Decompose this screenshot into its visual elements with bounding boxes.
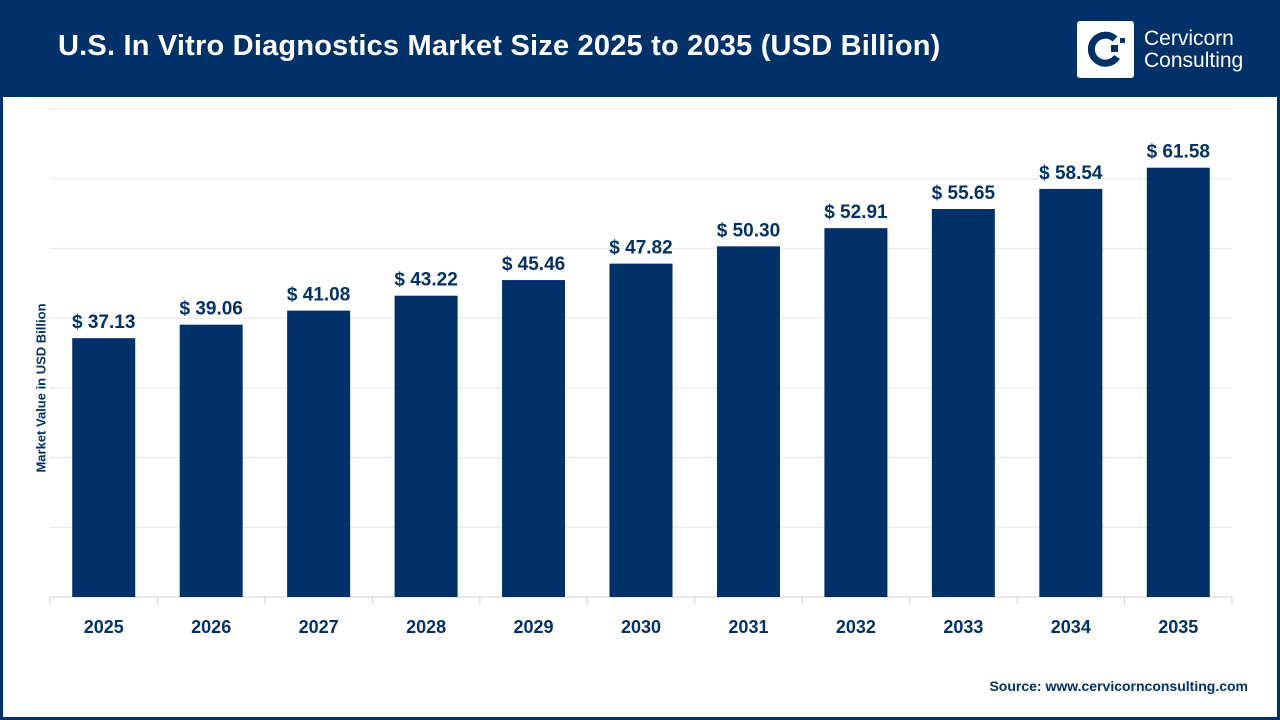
bar-2027	[287, 310, 351, 597]
x-tick-label: 2032	[836, 617, 876, 637]
bar-2026	[179, 324, 243, 597]
data-label: $ 37.13	[72, 312, 135, 333]
data-label: $ 45.46	[502, 254, 565, 275]
data-label: $ 41.08	[287, 285, 350, 306]
data-label: $ 39.06	[179, 299, 242, 320]
data-label: $ 43.22	[394, 270, 457, 291]
x-tick-label: 2034	[1051, 617, 1091, 637]
bar-2029	[502, 280, 566, 597]
x-tick-label: 2028	[406, 617, 446, 637]
data-label: $ 58.54	[1039, 163, 1103, 184]
x-tick-label: 2031	[728, 617, 768, 637]
bar-2031	[716, 246, 780, 597]
bar-2028	[394, 295, 458, 597]
bar-2034	[1039, 188, 1103, 597]
x-tick-label: 2026	[191, 617, 231, 637]
data-label: $ 50.30	[717, 220, 780, 241]
data-label: $ 52.91	[824, 202, 888, 223]
x-tick-label: 2027	[299, 617, 339, 637]
x-tick-label: 2029	[514, 617, 554, 637]
bar-2035	[1146, 167, 1210, 597]
bar-2030	[609, 263, 673, 597]
x-tick-label: 2030	[621, 617, 661, 637]
source-note: Source: www.cervicornconsulting.com	[989, 678, 1248, 694]
data-label: $ 61.58	[1147, 142, 1210, 163]
data-label: $ 47.82	[609, 238, 672, 259]
y-axis-label: Market Value in USD Billion	[33, 303, 49, 473]
data-label: $ 55.65	[932, 183, 996, 204]
chart-title: U.S. In Vitro Diagnostics Market Size 20…	[58, 30, 941, 62]
x-tick-label: 2035	[1158, 617, 1198, 637]
x-tick-label: 2033	[943, 617, 983, 637]
bar-2025	[72, 338, 136, 597]
bar-2032	[824, 228, 888, 597]
logo-icon	[1077, 21, 1134, 78]
cervicorn-logo: Cervicorn Consulting	[1077, 21, 1243, 78]
logo-text-line2: Consulting	[1144, 48, 1244, 72]
logo-text-line1: Cervicorn	[1144, 26, 1234, 50]
x-tick-label: 2025	[84, 617, 124, 637]
header-bar: U.S. In Vitro Diagnostics Market Size 20…	[0, 0, 1280, 97]
bar-2033	[931, 209, 995, 598]
